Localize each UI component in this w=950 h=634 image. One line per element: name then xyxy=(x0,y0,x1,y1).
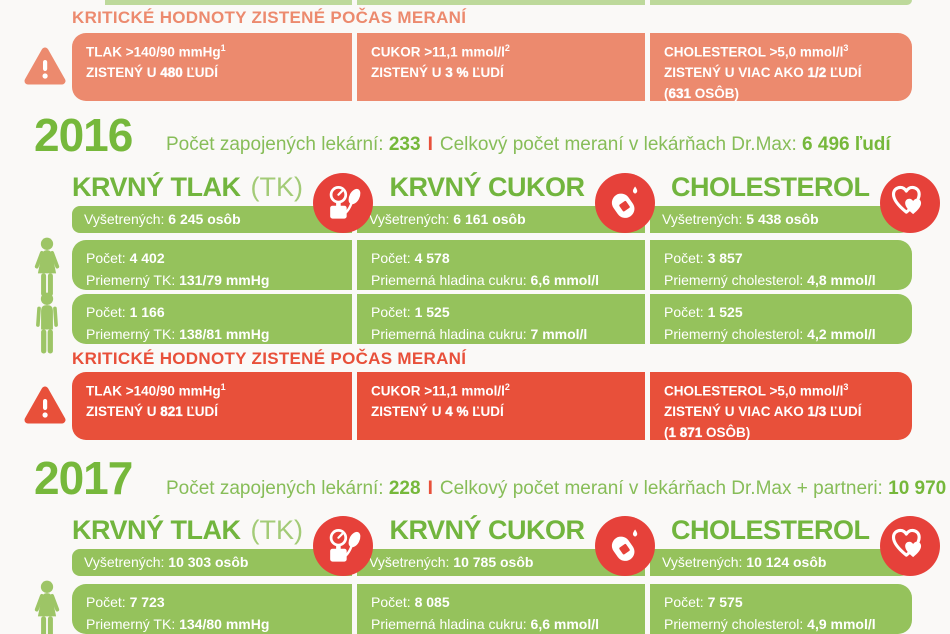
header-title: CHOLESTEROL xyxy=(671,514,870,545)
result-line: ZISTENÝ U 821 ĽUDÍ xyxy=(86,404,219,420)
blood-pressure-icon xyxy=(313,516,373,576)
result-line: ZISTENÝ U 480 ĽUDÍ xyxy=(86,65,219,81)
female-icon xyxy=(28,580,66,634)
critical-values-title: KRITICKÉ HODNOTY ZISTENÉ POČAS MERANÍ xyxy=(72,349,467,368)
threshold-line: CHOLESTEROL >5,0 mmol/l3 xyxy=(664,43,849,60)
header-cholesterol: CHOLESTEROL xyxy=(671,512,940,576)
heart-icon xyxy=(879,173,940,233)
result-line: ZISTENÝ U VIAC AKO 1/2 ĽUDÍ xyxy=(664,65,862,81)
critical-values-title: KRITICKÉ HODNOTY ZISTENÉ POČAS MERANÍ xyxy=(72,8,467,27)
data-cell: Počet: 1 525 Priemerná hladina cukru: 7 … xyxy=(357,294,645,344)
examined-bar-2016: Vyšetrených: 6 245 osôb Vyšetrených: 6 1… xyxy=(72,206,912,233)
female-row-2016: Počet: 4 402 Priemerný TK: 131/79 mmHg P… xyxy=(72,240,912,290)
critical-box-sugar: CUKOR >11,1 mmol/l2 ZISTENÝ U 4 % ĽUDÍ xyxy=(357,372,645,440)
male-row-2016: Počet: 1 166 Priemerný TK: 138/81 mmHg P… xyxy=(72,294,912,344)
pharmacies-label: Počet zapojených lekární: xyxy=(166,478,384,499)
result-line2: (631 OSÔB) xyxy=(664,86,740,102)
warning-triangle-icon xyxy=(24,47,66,92)
measurements-count: 6 496 ľudí xyxy=(802,134,891,155)
column-headers-2016: KRVNÝ TLAK (TK) KRVNÝ CUKOR xyxy=(72,169,940,233)
pharmacies-label: Počet zapojených lekární: xyxy=(166,134,384,155)
male-icon xyxy=(28,292,66,363)
data-cell: Počet: 1 525 Priemerný cholesterol: 4,2 … xyxy=(650,294,912,344)
separator: I xyxy=(427,478,433,499)
top-cutoff-row xyxy=(105,0,912,5)
column-headers-2017: KRVNÝ TLAK (TK) KRVNÝ CUKOR xyxy=(72,512,940,576)
threshold-line: CHOLESTEROL >5,0 mmol/l3 xyxy=(664,382,849,399)
data-cell: Počet: 3 857 Priemerný cholesterol: 4,8 … xyxy=(650,240,912,290)
threshold-line: TLAK >140/90 mmHg1 xyxy=(86,382,226,399)
header-suffix: (TK) xyxy=(250,514,303,545)
data-cell: Počet: 7 575 Priemerný cholesterol: 4,9 … xyxy=(650,584,912,634)
header-title: KRVNÝ TLAK xyxy=(72,514,241,545)
pharmacies-count: 228 xyxy=(388,478,421,499)
result-line2: (1 871 OSÔB) xyxy=(664,425,751,441)
female-icon xyxy=(28,237,66,308)
critical-box-blood-pressure: TLAK >140/90 mmHg1 ZISTENÝ U 821 ĽUDÍ xyxy=(72,372,352,440)
data-cell: Počet: 4 578 Priemerná hladina cukru: 6,… xyxy=(357,240,645,290)
critical-box-blood-pressure: TLAK >140/90 mmHg1 ZISTENÝ U 480 ĽUDÍ xyxy=(72,33,352,101)
year-2017-subtitle: Počet zapojených lekární: 228 I Celkový po… xyxy=(166,478,950,500)
data-cell: Počet: 8 085 Priemerná hladina cukru: 6,… xyxy=(357,584,645,634)
result-line: ZISTENÝ U 4 % ĽUDÍ xyxy=(371,404,504,420)
critical-box-cholesterol: CHOLESTEROL >5,0 mmol/l3 ZISTENÝ U VIAC … xyxy=(650,372,912,440)
threshold-line: TLAK >140/90 mmHg1 xyxy=(86,43,226,60)
result-line: ZISTENÝ U 3 % ĽUDÍ xyxy=(371,65,504,81)
header-blood-pressure: KRVNÝ TLAK (TK) xyxy=(72,512,373,576)
strip-segment xyxy=(650,0,912,5)
measurements-label: Celkový počet meraní v lekárňach Dr.Max … xyxy=(439,478,883,499)
critical-box-sugar: CUKOR >11,1 mmol/l2 ZISTENÝ U 3 % ĽUDÍ xyxy=(357,33,645,101)
threshold-line: CUKOR >11,1 mmol/l2 xyxy=(371,382,510,399)
strip-segment xyxy=(105,0,352,5)
glucose-meter-icon xyxy=(594,173,655,233)
header-blood-pressure: KRVNÝ TLAK (TK) xyxy=(72,169,373,233)
threshold-line: CUKOR >11,1 mmol/l2 xyxy=(371,43,510,60)
header-title: KRVNÝ TLAK xyxy=(72,171,241,202)
examined-cell: Vyšetrených: 10 303 osôb xyxy=(72,549,352,576)
examined-cell: Vyšetrených: 10 124 osôb xyxy=(650,549,912,576)
year-2016-subtitle: Počet zapojených lekární: 233 I Celkový po… xyxy=(166,134,891,156)
header-title: CHOLESTEROL xyxy=(671,171,870,202)
examined-cell: Vyšetrených: 5 438 osôb xyxy=(650,206,912,233)
header-blood-sugar: KRVNÝ CUKOR xyxy=(378,169,666,233)
glucose-meter-icon xyxy=(594,516,655,576)
pharmacies-count: 233 xyxy=(388,134,421,155)
header-title: KRVNÝ CUKOR xyxy=(389,514,585,545)
data-cell: Počet: 7 723 Priemerný TK: 134/80 mmHg xyxy=(72,584,352,634)
year-2016: 2016 xyxy=(34,109,133,161)
critical-boxes-row: TLAK >140/90 mmHg1 ZISTENÝ U 821 ĽUDÍ CU… xyxy=(72,372,912,440)
critical-boxes-row: TLAK >140/90 mmHg1 ZISTENÝ U 480 ĽUDÍ CU… xyxy=(72,33,912,101)
year-2017: 2017 xyxy=(34,452,133,504)
heart-icon xyxy=(879,516,940,576)
result-line: ZISTENÝ U VIAC AKO 1/3 ĽUDÍ xyxy=(664,404,862,420)
examined-cell: Vyšetrených: 6 161 osôb xyxy=(357,206,645,233)
measurements-label: Celkový počet meraní v lekárňach Dr.Max: xyxy=(439,134,797,155)
blood-pressure-icon xyxy=(313,173,373,233)
data-cell: Počet: 1 166 Priemerný TK: 138/81 mmHg xyxy=(72,294,352,344)
separator: I xyxy=(427,134,433,155)
warning-triangle-icon xyxy=(24,386,66,431)
examined-cell: Vyšetrených: 6 245 osôb xyxy=(72,206,352,233)
strip-segment xyxy=(357,0,645,5)
critical-box-cholesterol: CHOLESTEROL >5,0 mmol/l3 ZISTENÝ U VIAC … xyxy=(650,33,912,101)
examined-bar-2017: Vyšetrených: 10 303 osôb Vyšetrených: 10… xyxy=(72,549,912,576)
header-title: KRVNÝ CUKOR xyxy=(389,171,585,202)
female-row-2017: Počet: 7 723 Priemerný TK: 134/80 mmHg P… xyxy=(72,584,912,634)
header-suffix: (TK) xyxy=(250,171,303,202)
measurements-count: 10 970 ľudí xyxy=(888,478,950,499)
header-blood-sugar: KRVNÝ CUKOR xyxy=(378,512,666,576)
data-cell: Počet: 4 402 Priemerný TK: 131/79 mmHg xyxy=(72,240,352,290)
header-cholesterol: CHOLESTEROL xyxy=(671,169,940,233)
